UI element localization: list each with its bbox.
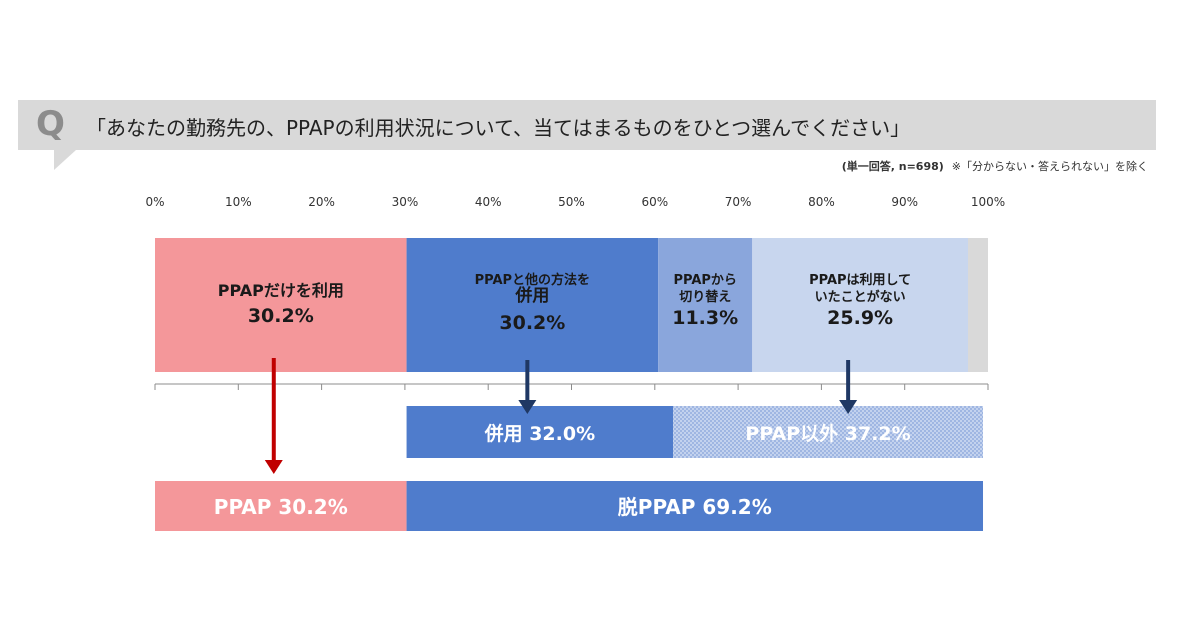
x-tick-label: 10% (225, 195, 252, 209)
top-bar-label: 切り替え (679, 289, 731, 305)
x-tick-label: 30% (392, 195, 419, 209)
top-bar-value-label: 25.9% (827, 307, 893, 329)
top-bar-label: PPAPから (673, 273, 736, 288)
exclusion-note: ※「分からない・答えられない」を除く (951, 160, 1148, 173)
sample-note: (単一回答, n=698) ※「分からない・答えられない」を除く (842, 158, 1148, 174)
question-q-icon: Q (36, 104, 65, 144)
x-tick-label: 90% (891, 195, 918, 209)
bottom-bar-label: 脱PPAP 69.2% (618, 495, 772, 519)
speech-bubble-tail (54, 150, 76, 170)
top-bar-segment (406, 238, 659, 372)
middle-bar-label: 併用 32.0% (484, 422, 596, 445)
top-bar-value-label: 11.3% (672, 307, 738, 329)
x-tick-label: 40% (475, 195, 502, 209)
bottom-bar-segment (406, 481, 984, 531)
x-tick-label: 50% (558, 195, 585, 209)
top-bar-label: PPAPと他の方法を (475, 272, 590, 288)
top-bar-value-label: 30.2% (499, 312, 565, 334)
middle-bar-segment (406, 406, 674, 458)
x-tick-label: 20% (308, 195, 335, 209)
top-bar-label: PPAPだけを利用 (218, 281, 344, 300)
top-bar-label: いたことがない (815, 289, 906, 305)
question-banner (18, 100, 1156, 150)
top-bar-segment (752, 238, 969, 372)
top-bar-segment (155, 238, 407, 372)
sample-size: (単一回答, n=698) (841, 160, 944, 173)
top-bar-label: PPAPは利用して (809, 272, 911, 288)
red-down-arrow-head (264, 460, 283, 474)
top-bar-segment (658, 238, 753, 372)
top-bar-remainder (968, 238, 988, 372)
top-bar-label: 併用 (514, 285, 549, 306)
x-tick-label: 70% (725, 195, 752, 209)
middle-bar-label: PPAP以外 37.2% (745, 422, 910, 445)
x-tick-label: 80% (808, 195, 835, 209)
top-bar-value-label: 30.2% (248, 305, 314, 327)
blue-down-arrow-non-ppap-head (839, 400, 858, 414)
bottom-bar-segment (155, 481, 407, 531)
bottom-bar-label: PPAP 30.2% (214, 495, 348, 519)
x-tick-label: 100% (971, 195, 1005, 209)
blue-down-arrow-combined-head (518, 400, 537, 414)
middle-bar-segment (673, 406, 984, 458)
question-text: 「あなたの勤務先の、PPAPの利用状況について、当てはまるものをひとつ選んでくだ… (86, 116, 911, 140)
x-tick-label: 60% (641, 195, 668, 209)
x-tick-label: 0% (145, 195, 164, 209)
